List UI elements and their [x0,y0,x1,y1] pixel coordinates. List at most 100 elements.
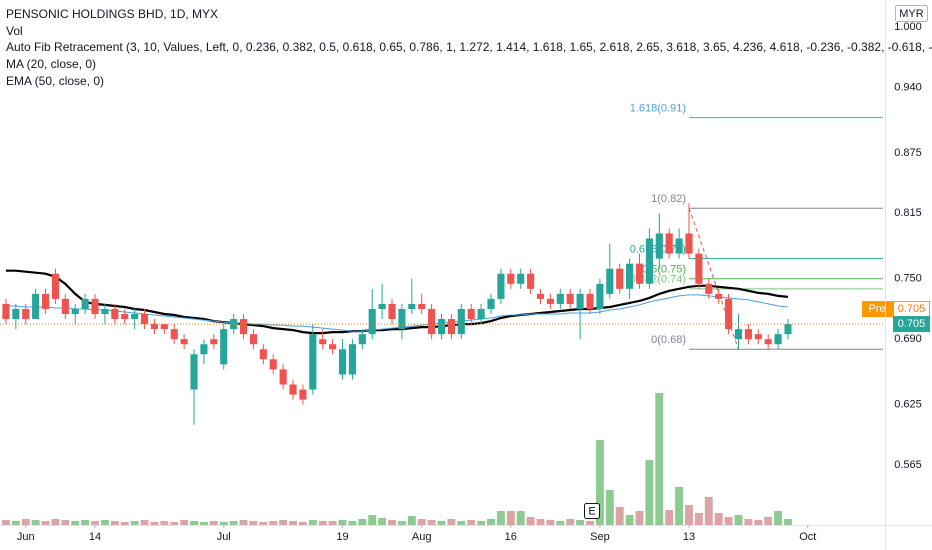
volume-bar [675,487,684,525]
volume-bar [338,520,347,525]
last-price-label: 0.705 [898,318,926,330]
volume-bar [694,513,703,525]
x-tick-label: Sep [590,531,610,543]
candle-body [408,303,416,309]
currency-box[interactable] [895,5,928,22]
volume-bar [635,511,644,525]
candle-body [398,308,406,330]
currency-label[interactable]: MYR [899,8,924,20]
earnings-marker: E [588,505,595,517]
volume-bar [477,521,486,525]
candle-body [91,298,99,315]
volume-bar [61,520,70,525]
volume-bar [150,522,159,525]
volume-bar [190,521,198,525]
indicator-lines [5,269,789,335]
volume-bar [229,521,238,525]
candle-body [457,308,465,335]
candle-body [725,298,733,330]
candle-body [784,324,792,335]
volume-bar [605,490,614,525]
volume-bar [130,521,139,525]
candle-body [734,329,743,340]
volume-bar [526,517,535,525]
volume-bar [209,521,218,525]
candle-body [388,303,396,320]
candle-body [586,293,594,309]
candle-body [754,334,762,340]
y-tick-label: 0.690 [894,333,922,345]
volume-bar [496,511,505,525]
volume-bar [665,510,674,525]
candle-body [546,298,554,304]
volume-bar [397,521,406,525]
fib-label: 0.5(0.75) [642,264,686,276]
candle-body [536,293,545,299]
candle-body [81,298,89,309]
volume-bar [467,520,476,525]
candle-body [418,303,426,309]
x-tick-label: Jun [17,531,35,543]
fib-trend-line [688,208,739,350]
legend-fib: Auto Fib Retracement (3, 10, Values, Lef… [6,40,932,54]
candle-body [249,334,257,345]
y-tick-label: 0.565 [894,459,922,471]
volume-bar [140,520,149,525]
volume-bar [724,517,733,525]
candle-body [744,329,752,340]
volume-bar [407,516,416,525]
volume-bar [774,511,783,525]
legend-ma: MA (20, close, 0) [6,57,96,71]
volume-bar [457,521,466,525]
candle-body [111,308,119,320]
volume-bar [586,521,594,525]
candle-body [269,359,277,370]
candle-body [338,349,347,375]
volume-bar [308,520,317,525]
candle-body [635,263,644,284]
fib-label: 1(0.82) [651,193,686,205]
candle-body [230,319,238,330]
volume-bar [279,520,288,525]
x-tick-label: 13 [683,531,695,543]
volume-bar [100,520,109,525]
fib-label: 0.382(0.74) [630,274,686,286]
candle-body [32,293,40,320]
candles [2,203,792,425]
candle-body [121,314,129,320]
candle-body [764,339,772,345]
candle-body [507,273,515,284]
volume-bar [51,519,60,525]
last-price-box [893,316,930,333]
volume-bar [259,522,268,525]
volume-bar [328,521,337,525]
candle-body [150,324,158,330]
volume-bar [41,521,50,525]
legend-volume: Vol [6,24,23,38]
candle-body [2,303,10,320]
volume-bar [447,519,456,525]
volume-bar [685,505,693,525]
volume-bar [714,513,723,525]
ema-line [5,294,789,332]
y-tick-label: 0.815 [894,207,922,219]
volume-bar [556,521,565,525]
volume-bar [110,521,119,525]
earnings-box [584,503,600,519]
volume-bar [536,519,545,525]
candle-body [675,238,683,254]
volume-bar [744,519,753,525]
candle-body [774,334,782,345]
candle-body [131,314,139,320]
volume-bar [764,517,773,525]
fib-label: 1.618(0.91) [630,103,686,115]
candle-body [695,253,703,284]
volume-bar [417,519,426,525]
volume-bar [298,522,307,525]
candle-body [329,344,337,350]
candle-body [61,298,69,315]
fib-label: 0(0.68) [651,334,686,346]
volume-bar [1,520,10,525]
candle-body [309,334,317,390]
x-tick-label: Aug [412,531,432,543]
